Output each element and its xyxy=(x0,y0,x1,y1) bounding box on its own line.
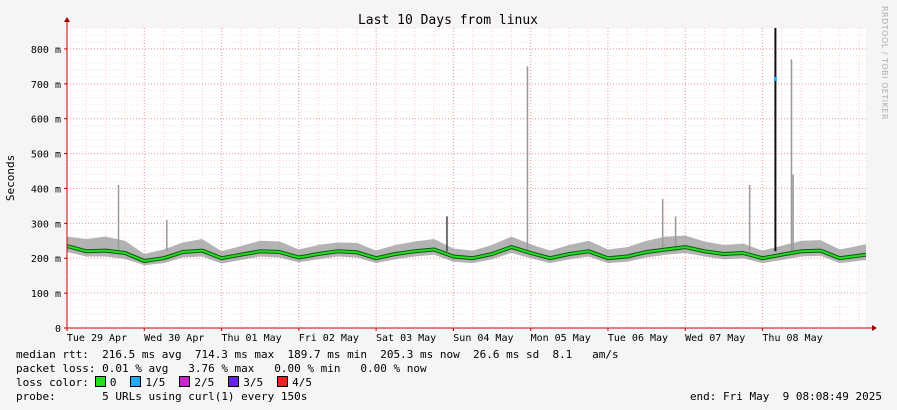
legend-loss-row: packet loss: 0.01 % avg 3.76 % max 0.00 … xyxy=(16,362,427,375)
loss-color-label: 1/5 xyxy=(145,376,166,389)
x-tick-label: Sun 04 May xyxy=(453,333,513,344)
y-tick-label: 600 m xyxy=(31,115,61,126)
y-tick-label: 200 m xyxy=(31,254,61,265)
chart-title: Last 10 Days from linux xyxy=(358,13,538,28)
plot-background xyxy=(67,28,866,328)
legend-rtt-values: 216.5 ms avg 714.3 ms max 189.7 ms min 2… xyxy=(88,348,619,361)
legend-loss-color-row: loss color: 0 1/5 2/5 3/5 4/5 xyxy=(16,376,326,389)
loss-color-swatch xyxy=(130,376,142,387)
legend-probe-row: probe: 5 URLs using curl(1) every 150s xyxy=(16,390,307,403)
y-axis-label: Seconds xyxy=(4,155,17,201)
loss-color-label: 4/5 xyxy=(292,376,312,389)
rtt-spread-band xyxy=(67,235,866,266)
legend-probe-values: 5 URLs using curl(1) every 150s xyxy=(55,390,308,403)
legend-rtt-label: median rtt: xyxy=(16,348,89,361)
y-axis-arrow xyxy=(64,17,70,22)
x-tick-label: Tue 06 May xyxy=(608,333,668,344)
legend-color-label: loss color: xyxy=(16,376,89,389)
x-tick-label: Sat 03 May xyxy=(376,333,436,344)
x-tick-label: Thu 01 May xyxy=(221,333,281,344)
chart-plot: 0 100 m 200 m 300 m 400 m 500 m 600 m 700 m 800 … xyxy=(4,13,877,344)
y-tick-label: 500 m xyxy=(31,150,61,161)
loss-color-list: 0 1/5 2/5 3/5 4/5 xyxy=(89,376,326,389)
x-tick-label: Thu 08 May xyxy=(762,333,822,344)
loss-marker xyxy=(773,76,777,81)
loss-color-swatch xyxy=(179,376,191,387)
loss-color-item: 4/5 xyxy=(277,376,312,389)
legend-rtt-row: median rtt: 216.5 ms avg 714.3 ms max 18… xyxy=(16,348,619,361)
legend-loss-label: packet loss: xyxy=(16,362,96,375)
loss-color-label: 0 xyxy=(109,376,117,389)
loss-color-item: 0 xyxy=(94,376,117,389)
loss-color-swatch xyxy=(94,376,106,387)
legend-probe-label: probe: xyxy=(16,390,56,403)
x-tick-label: Tue 29 Apr xyxy=(67,333,127,344)
x-tick-label: Wed 30 Apr xyxy=(144,333,204,344)
loss-color-swatch xyxy=(228,376,240,387)
loss-color-swatch xyxy=(277,376,289,387)
y-tick-label: 100 m xyxy=(31,289,61,300)
y-tick-label: 700 m xyxy=(31,80,61,91)
y-tick-label: 400 m xyxy=(31,184,61,195)
x-tick-label: Fri 02 May xyxy=(299,333,359,344)
legend-loss-values: 0.01 % avg 3.76 % max 0.00 % min 0.00 % … xyxy=(95,362,427,375)
loss-color-label: 3/5 xyxy=(243,376,264,389)
x-tick-label: Wed 07 May xyxy=(685,333,745,344)
rrdtool-watermark: RRDTOOL / TOBI OETIKER xyxy=(880,6,889,121)
chart-bands xyxy=(67,235,866,266)
loss-color-item: 3/5 xyxy=(228,376,263,389)
loss-color-item: 1/5 xyxy=(130,376,165,389)
chart-marks xyxy=(66,28,867,263)
y-tick-label: 0 xyxy=(55,324,61,335)
chart-grid xyxy=(66,27,866,329)
x-tick-label: Mon 05 May xyxy=(531,333,591,344)
end-timestamp: end: Fri May 9 08:08:49 2025 xyxy=(689,390,882,403)
chart-axes: 0 100 m 200 m 300 m 400 m 500 m 600 m 700 m 800 … xyxy=(31,17,877,344)
x-axis-arrow xyxy=(872,325,877,331)
median-rtt-line xyxy=(66,245,867,262)
loss-color-label: 2/5 xyxy=(194,376,215,389)
y-tick-label: 300 m xyxy=(31,219,61,230)
y-tick-label: 800 m xyxy=(31,45,61,56)
loss-color-item: 2/5 xyxy=(179,376,214,389)
